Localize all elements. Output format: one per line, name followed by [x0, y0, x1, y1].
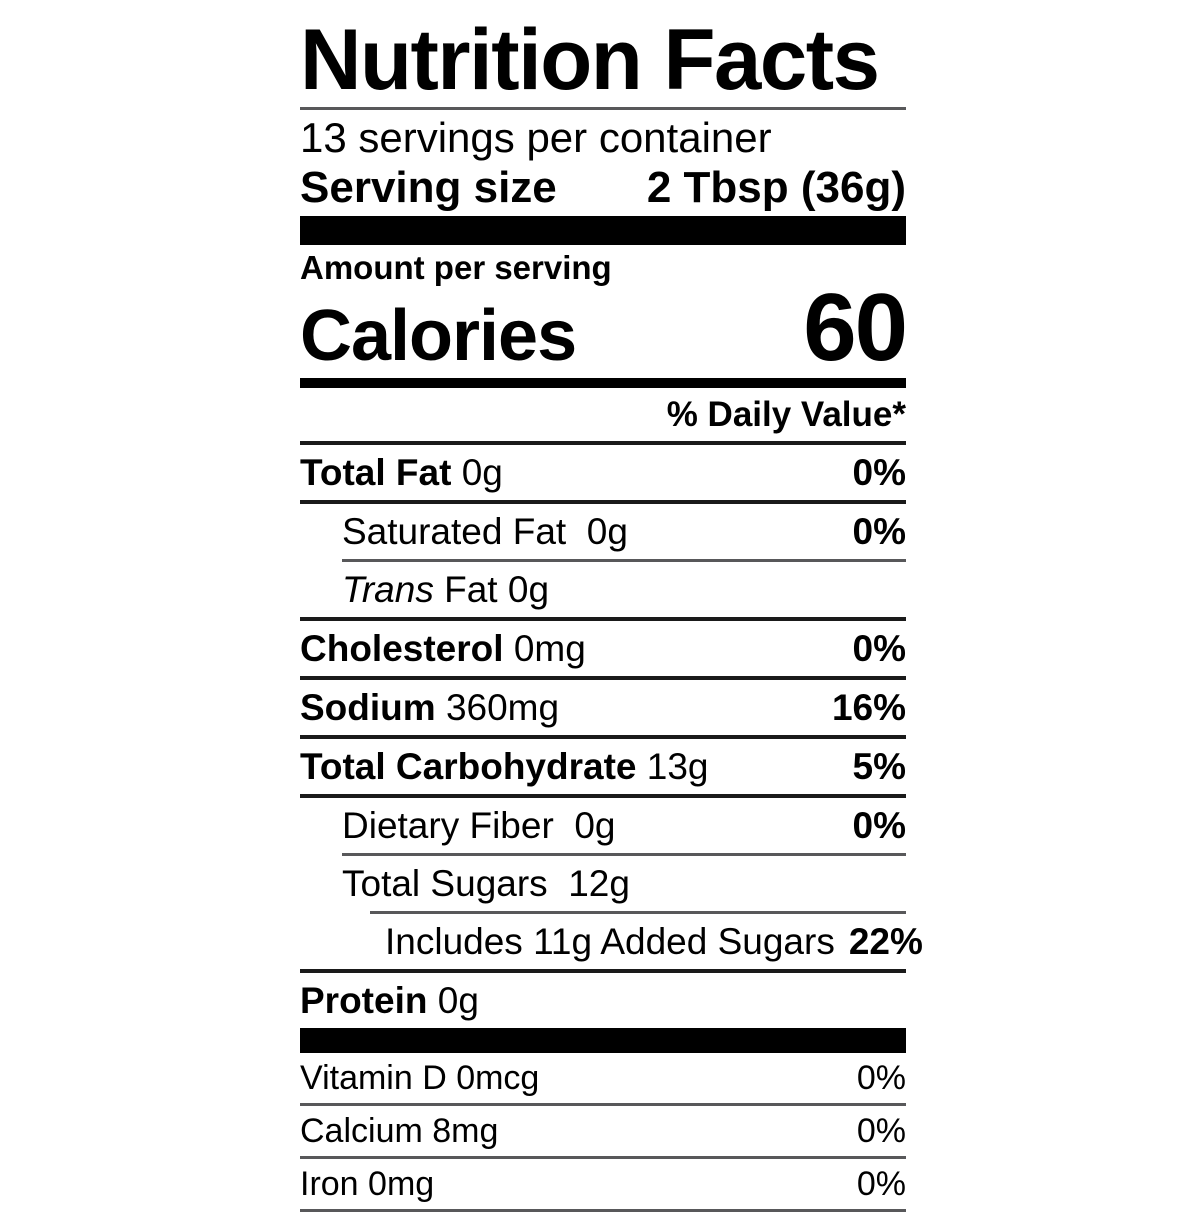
table-row: Dietary Fiber 0g 0% [300, 798, 906, 853]
nutrient-name: Total Fat 0g [300, 452, 503, 494]
micronutrient-name: Calcium 8mg [300, 1112, 499, 1151]
nutrient-percent: 0% [852, 805, 906, 847]
divider-row [342, 559, 906, 563]
divider-thick-top [300, 216, 906, 246]
serving-size-row: Serving size 2 Tbsp (36g) [300, 161, 906, 216]
divider-title [300, 106, 906, 110]
divider-row [300, 969, 906, 974]
table-row: Sodium 360mg 16% [300, 680, 906, 735]
nutrient-percent: 0% [852, 628, 906, 670]
serving-size-value: 2 Tbsp (36g) [646, 162, 906, 212]
divider-thick-bottom [300, 1028, 906, 1054]
nutrient-name: Cholesterol 0mg [300, 628, 586, 670]
amount-per-serving-label: Amount per serving [300, 249, 612, 287]
table-row: Trans Fat 0g [300, 562, 906, 617]
serving-size-label: Serving size [300, 162, 557, 212]
page-title: Nutrition Facts [300, 12, 880, 108]
divider-row [300, 1156, 906, 1160]
table-row: Saturated Fat 0g 0% [300, 504, 906, 559]
nutrient-name: Sodium 360mg [300, 687, 560, 729]
divider-row [342, 853, 906, 857]
divider-row [300, 735, 906, 740]
nutrient-name: Saturated Fat 0g [342, 511, 628, 553]
micronutrient-name: Vitamin D 0mcg [300, 1059, 540, 1098]
table-row: Total Carbohydrate 13g 5% [300, 739, 906, 794]
nutrient-percent: 0% [852, 452, 906, 494]
table-row: Vitamin D 0mcg 0% [300, 1053, 906, 1103]
calories-label: Calories [300, 296, 577, 377]
table-row: Calcium 8mg 0% [300, 1106, 906, 1156]
table-row: Iron 0mg 0% [300, 1159, 906, 1209]
divider-row [300, 617, 906, 622]
micronutrient-percent: 0% [856, 1165, 906, 1204]
table-row: Cholesterol 0mg 0% [300, 621, 906, 676]
nutrient-name: Total Carbohydrate 13g [300, 746, 709, 788]
divider-row [300, 500, 906, 505]
micronutrient-percent: 0% [856, 1059, 906, 1098]
table-row: Total Sugars 12g [300, 856, 906, 911]
nutrient-name: Total Sugars 12g [342, 863, 630, 905]
divider-dv [300, 441, 906, 446]
divider-row [300, 1103, 906, 1107]
table-row: Includes 11g Added Sugars 22% [300, 914, 923, 969]
nutrient-name: Dietary Fiber 0g [342, 805, 616, 847]
micronutrient-name: Iron 0mg [300, 1165, 435, 1204]
nutrient-percent: 5% [852, 746, 906, 788]
nutrient-name: Trans Fat 0g [342, 569, 550, 611]
nutrient-name: Includes 11g Added Sugars [385, 921, 835, 963]
daily-value-header: % Daily Value* [666, 395, 906, 435]
nutrient-name: Protein 0g [300, 980, 479, 1022]
table-row: Protein 0g [300, 973, 906, 1028]
divider-row [300, 794, 906, 799]
calories-row: Calories 60 [300, 274, 908, 382]
table-row: Total Fat 0g 0% [300, 445, 906, 500]
micronutrient-percent: 0% [856, 1112, 906, 1151]
divider-row [370, 911, 906, 915]
servings-per-container: 13 servings per container [300, 113, 772, 161]
divider-row [300, 676, 906, 681]
nutrient-percent: 22% [848, 921, 923, 963]
nutrient-percent: 16% [831, 687, 906, 729]
divider-calories [300, 378, 906, 389]
calories-value: 60 [803, 274, 908, 382]
nutrition-facts-label: Nutrition Facts 13 servings per containe… [300, 0, 923, 1212]
nutrient-percent: 0% [852, 511, 906, 553]
